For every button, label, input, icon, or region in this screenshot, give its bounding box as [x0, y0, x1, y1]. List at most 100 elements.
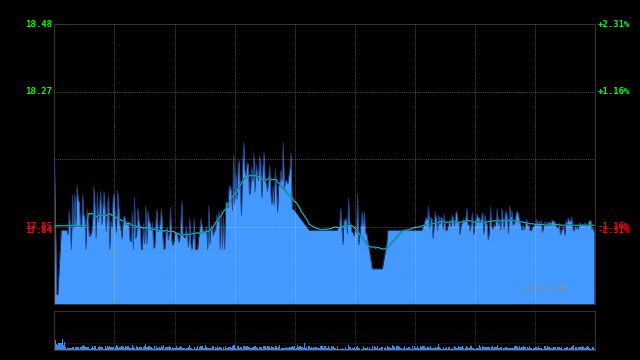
Bar [433, 348, 435, 350]
Bar [332, 347, 333, 350]
Bar [529, 346, 531, 350]
Bar [57, 345, 58, 350]
Bar [306, 347, 307, 350]
Bar [500, 347, 501, 350]
Bar [174, 348, 175, 350]
Bar [328, 346, 329, 350]
Bar [371, 349, 372, 350]
Bar [72, 347, 73, 350]
Bar [456, 347, 457, 350]
Bar [320, 346, 321, 350]
Bar [224, 349, 225, 350]
Bar [325, 346, 326, 350]
Bar [153, 349, 154, 350]
Bar [477, 348, 479, 350]
Bar [151, 347, 152, 350]
Bar [312, 348, 313, 350]
Bar [269, 347, 270, 350]
Bar [111, 347, 113, 350]
Bar [233, 346, 234, 350]
Bar [590, 349, 591, 350]
Bar [131, 347, 132, 350]
Bar [397, 346, 399, 350]
Bar [410, 348, 411, 350]
Bar [547, 346, 548, 350]
Bar [168, 347, 169, 350]
Bar [511, 348, 513, 350]
Bar [355, 349, 356, 350]
Bar [253, 347, 254, 350]
Bar [445, 348, 446, 350]
Bar [93, 348, 94, 350]
Bar [184, 348, 186, 350]
Bar [368, 348, 369, 350]
Bar [128, 346, 129, 350]
Bar [101, 347, 102, 350]
Bar [288, 348, 289, 350]
Bar [334, 348, 335, 350]
Bar [143, 347, 144, 350]
Bar [250, 348, 251, 350]
Bar [244, 346, 245, 350]
Bar [378, 349, 380, 350]
Bar [557, 347, 559, 350]
Bar [447, 349, 448, 350]
Bar [526, 349, 527, 350]
Bar [228, 347, 230, 350]
Bar [516, 346, 517, 350]
Bar [177, 348, 178, 350]
Bar [191, 348, 193, 350]
Bar [468, 348, 470, 350]
Bar [285, 347, 286, 350]
Bar [338, 349, 339, 350]
Bar [565, 348, 566, 350]
Bar [169, 346, 170, 350]
Bar [172, 347, 173, 350]
Bar [573, 345, 574, 350]
Bar [519, 346, 520, 350]
Bar [385, 347, 386, 350]
Bar [426, 348, 427, 350]
Bar [324, 346, 325, 350]
Bar [196, 348, 197, 350]
Bar [374, 346, 375, 350]
Bar [199, 347, 200, 350]
Bar [488, 347, 489, 350]
Bar [502, 349, 504, 350]
Bar [509, 348, 510, 350]
Bar [394, 347, 396, 350]
Bar [466, 346, 467, 350]
Bar [369, 347, 371, 350]
Bar [216, 348, 217, 350]
Bar [463, 348, 464, 350]
Bar [545, 346, 546, 350]
Bar [278, 347, 279, 350]
Bar [291, 347, 292, 350]
Bar [138, 348, 140, 350]
Bar [586, 347, 587, 350]
Bar [145, 345, 146, 350]
Bar [282, 348, 284, 350]
Bar [401, 347, 402, 350]
Bar [553, 347, 554, 350]
Bar [152, 348, 153, 350]
Bar [421, 347, 422, 350]
Text: -1.16%: -1.16% [598, 222, 630, 231]
Bar [190, 348, 191, 350]
Bar [485, 347, 486, 350]
Bar [591, 348, 593, 350]
Bar [73, 347, 74, 350]
Bar [435, 347, 436, 350]
Bar [346, 349, 347, 350]
Bar [218, 347, 220, 350]
Bar [159, 347, 160, 350]
Bar [536, 347, 537, 350]
Bar [480, 347, 481, 350]
Bar [465, 348, 466, 350]
Bar [305, 348, 306, 350]
Bar [541, 348, 543, 350]
Bar [559, 347, 560, 350]
Bar [236, 349, 237, 350]
Bar [427, 347, 428, 350]
Bar [221, 349, 223, 350]
